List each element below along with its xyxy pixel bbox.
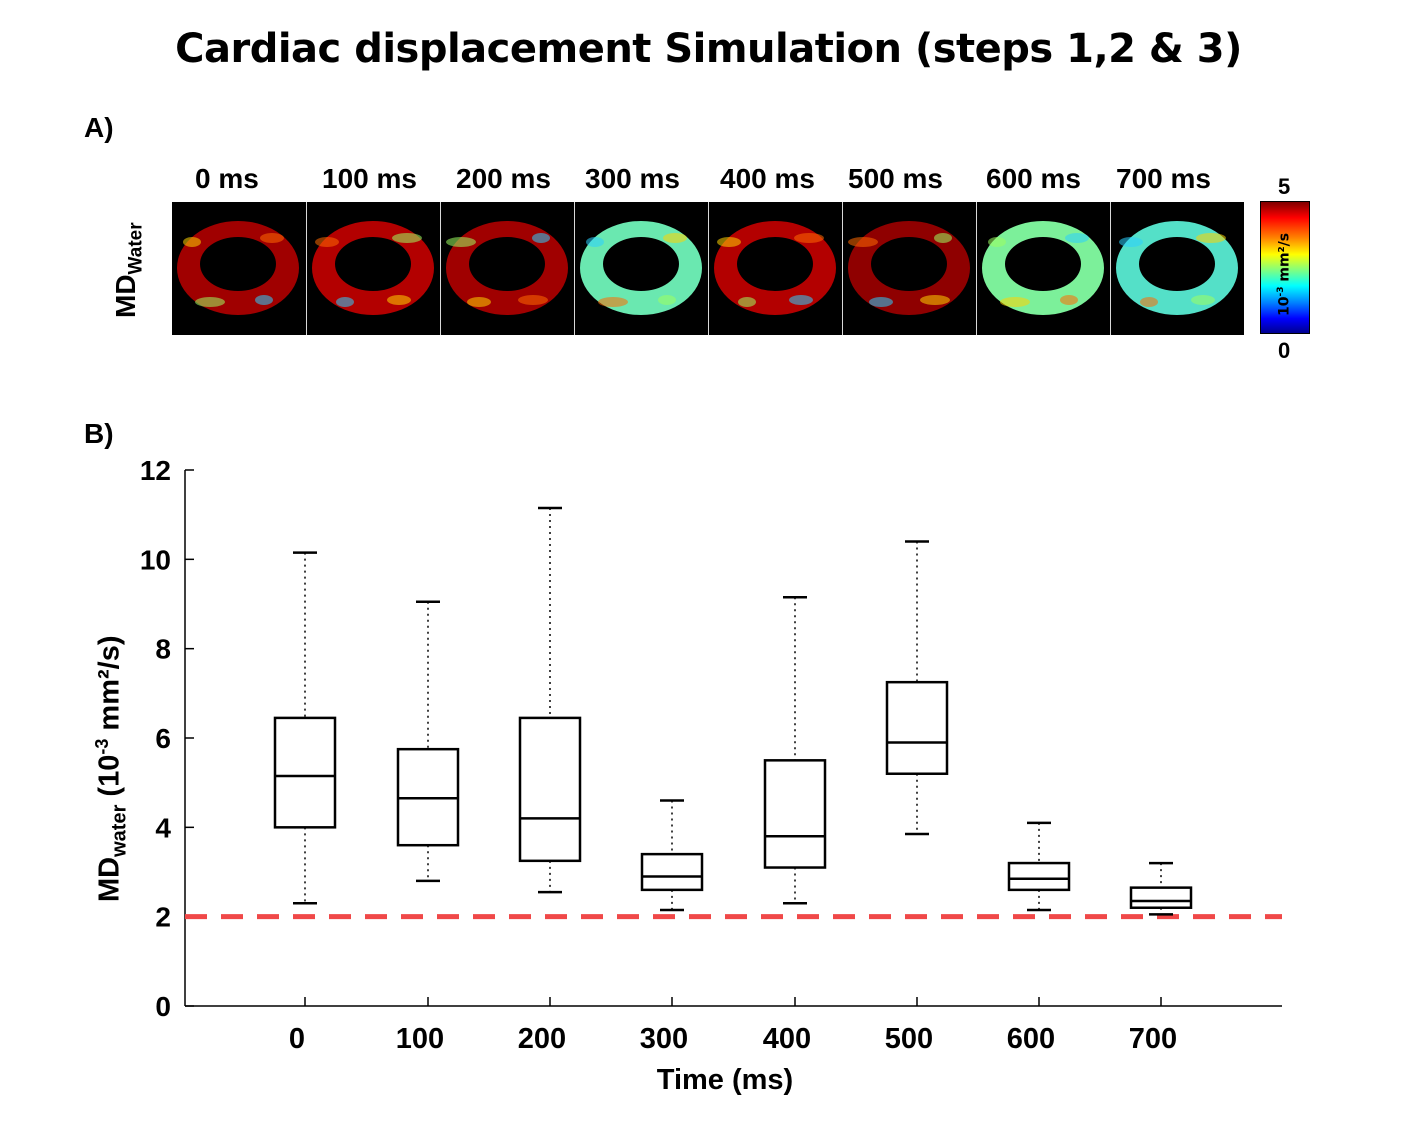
iqr-box [273,716,337,829]
ring-texture [518,295,548,305]
ring-texture [387,295,411,305]
myocardium-ring [714,220,836,316]
x-tick-label: 400 [763,1023,811,1055]
iqr-box [518,716,582,863]
ring-texture [1000,297,1030,307]
ring-texture [586,237,604,247]
y-axis-label: MDwater (10-3 mm²/s) [92,635,131,903]
panel-b-label: B) [84,418,114,449]
ring-texture [663,233,687,243]
md-map-frame [842,202,976,335]
ring-texture [988,237,1006,247]
frame-time-label: 200 ms [456,163,551,194]
ring-texture [392,233,422,243]
ring-texture [260,233,284,243]
frame-time-label: 600 ms [986,163,1081,194]
y-tick-label: 6 [155,723,171,754]
x-tick-label: 300 [640,1023,688,1055]
myocardium-ring [848,220,970,316]
y-tick-label: 10 [140,544,171,575]
frame-time-label: 100 ms [322,163,417,194]
x-axis-label: Time (ms) [656,1064,794,1096]
ring-texture [1196,233,1226,243]
ring-texture [446,237,476,247]
md-map-frame [574,202,708,335]
colorbar-max-label: 5 [1278,174,1291,199]
myocardium-ring [982,220,1104,316]
ring-shape [714,220,836,316]
iqr-box [1007,861,1071,892]
myocardium-ring [177,220,299,316]
panel-a-label: A) [84,112,114,143]
ring-texture [789,295,813,305]
ring-shape [177,220,299,316]
ring-texture [255,295,273,305]
md-map-frame [306,202,440,335]
ring-texture [1191,295,1215,305]
ring-texture [658,295,676,305]
ring-texture [1065,233,1089,243]
ring-texture [848,237,878,247]
ring-texture [598,297,628,307]
x-tick-label: 500 [885,1023,933,1055]
iqr-box [885,680,949,775]
colorbar [1260,201,1310,334]
y-tick-label: 0 [155,991,171,1022]
y-tick-label: 2 [155,902,171,933]
md-map-frame [976,202,1110,335]
ring-texture [934,233,952,243]
x-tick-label: 200 [518,1023,566,1055]
frame-time-label: 700 ms [1116,163,1211,194]
iqr-box [640,852,704,892]
frame-time-label: 300 ms [585,163,680,194]
ring-shape [312,220,434,316]
myocardium-ring [312,220,434,316]
ring-texture [195,297,225,307]
myocardium-ring [1116,220,1238,316]
md-map-frame [172,202,306,335]
x-tick-label: 0 [289,1023,305,1055]
x-tick-label: 600 [1007,1023,1055,1055]
ring-shape [1116,220,1238,316]
y-tick-label: 8 [155,634,171,665]
ring-texture [1119,237,1143,247]
iqr-box [763,759,827,869]
x-tick-label: 700 [1129,1023,1177,1055]
x-tick-label: 100 [396,1023,444,1055]
ring-shape [580,220,702,316]
ring-texture [336,297,354,307]
md-map-frame [1110,202,1244,335]
frame-time-label: 0 ms [195,163,259,194]
ring-texture [920,295,950,305]
frame-time-label: 400 ms [720,163,815,194]
ring-texture [794,233,824,243]
ring-texture [532,233,550,243]
frame-time-label: 500 ms [848,163,943,194]
md-map-strip [172,202,1244,335]
myocardium-ring [446,220,568,316]
ring-texture [869,297,893,307]
ring-texture [1060,295,1078,305]
y-tick-label: 12 [140,455,171,486]
ring-texture [717,237,741,247]
md-map-frame [440,202,574,335]
myocardium-ring [580,220,702,316]
y-tick-label: 4 [155,812,171,843]
iqr-box [1129,886,1193,909]
ring-texture [467,297,491,307]
md-map-frame [708,202,842,335]
figure-title: Cardiac displacement Simulation (steps 1… [175,26,1242,72]
ring-texture [738,297,756,307]
ring-shape [446,220,568,316]
ring-texture [183,237,201,247]
ring-texture [315,237,339,247]
colorbar-min-label: 0 [1278,338,1291,363]
ring-shape [982,220,1104,316]
ring-texture [1140,297,1158,307]
ring-shape [848,220,970,316]
